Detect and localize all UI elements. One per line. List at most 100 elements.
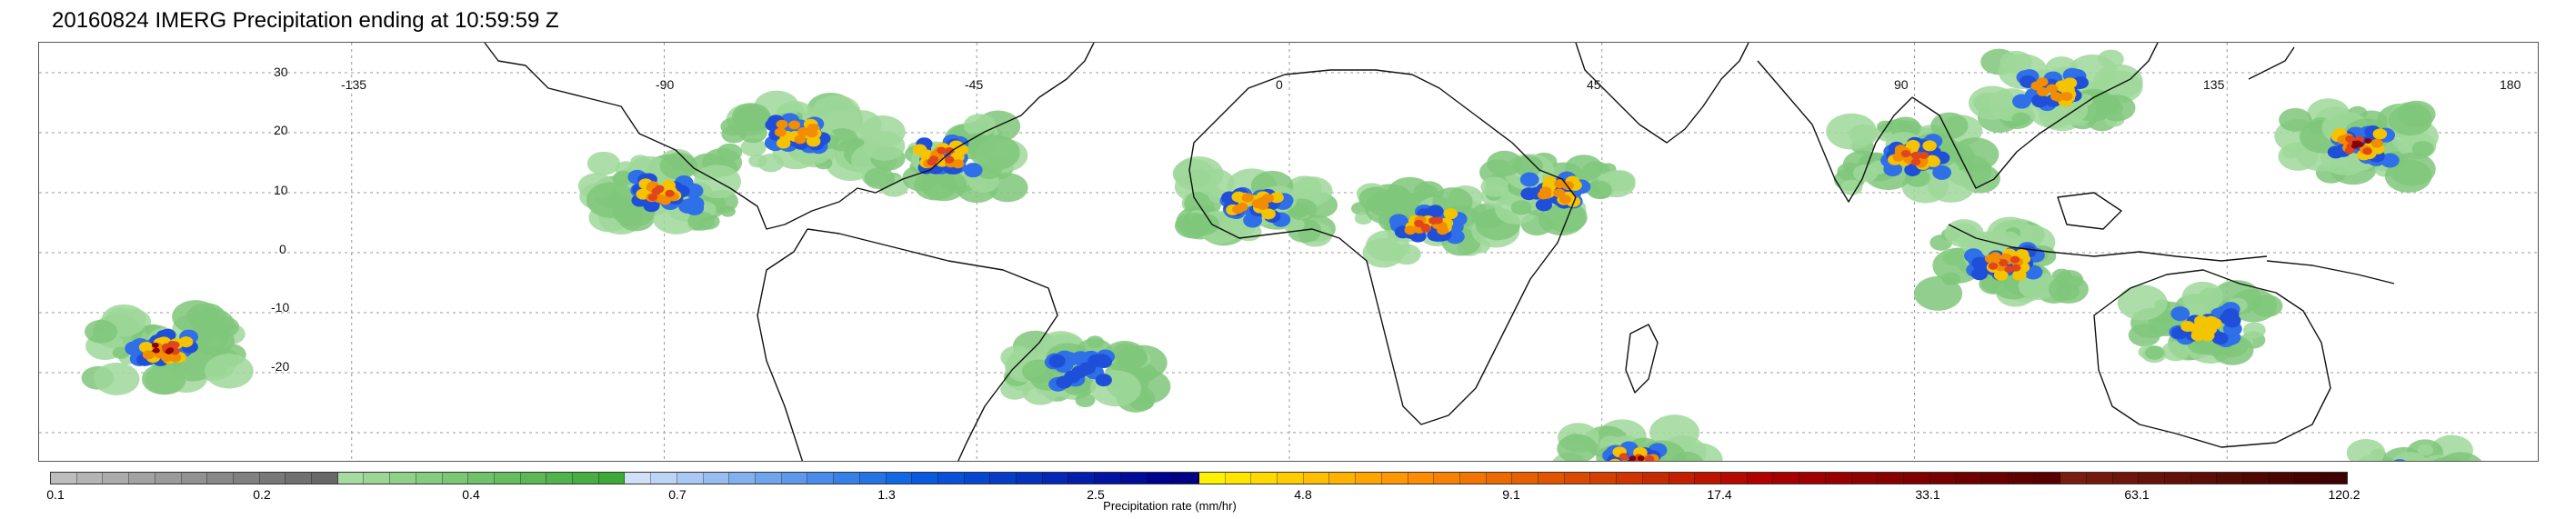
lon-label-90w: -90	[656, 77, 675, 92]
colorbar-swatch	[233, 473, 260, 484]
colorbar-tick: 63.1	[2124, 487, 2150, 502]
colorbar-swatch	[155, 473, 182, 484]
colorbar-tick: 0.2	[253, 487, 271, 502]
colorbar-swatch	[1590, 473, 1618, 484]
colorbar-swatch	[259, 473, 286, 484]
colorbar-swatch	[859, 473, 887, 484]
colorbar-swatch	[2321, 473, 2347, 484]
precip-china-coast	[1969, 48, 2143, 134]
colorbar-swatch	[51, 473, 77, 484]
japan-coast	[2248, 46, 2295, 80]
colorbar-swatch	[1278, 473, 1304, 484]
colorbar-swatch	[1564, 473, 1591, 484]
precip-tasman-front	[2346, 434, 2482, 461]
colorbar-tick: 33.1	[1915, 487, 1940, 502]
colorbar-swatch	[990, 473, 1017, 484]
lat-label-20s: -20	[271, 359, 290, 374]
precip-madagascar-front	[1552, 414, 1723, 461]
lon-label-45w: -45	[965, 77, 984, 92]
colorbar-swatch	[886, 473, 913, 484]
colorbar-swatch	[1434, 473, 1460, 484]
colorbar-swatch	[1408, 473, 1435, 484]
colorbar-swatch	[1147, 473, 1174, 484]
colorbar-swatch	[1956, 473, 1983, 484]
colorbar-swatch	[2269, 473, 2296, 484]
colorbar-swatch	[703, 473, 730, 484]
colorbar-swatch	[76, 473, 104, 484]
australia-coast	[2093, 269, 2331, 448]
precipitation-colorbar	[50, 472, 2348, 484]
colorbar-swatch	[442, 473, 469, 484]
colorbar-swatch	[651, 473, 677, 484]
precip-australia-north	[2117, 280, 2283, 365]
colorbar-swatch	[937, 473, 965, 484]
colorbar-swatch	[416, 473, 443, 484]
precip-central-africa	[1351, 176, 1520, 268]
colorbar-swatch	[390, 473, 416, 484]
colorbar-swatch	[2112, 473, 2140, 484]
colorbar-swatch	[781, 473, 808, 484]
colorbar-swatch	[1095, 473, 1121, 484]
colorbar-swatch	[468, 473, 495, 484]
colorbar-swatch	[1486, 473, 1513, 484]
colorbar-swatch	[337, 473, 365, 484]
colorbar-swatch	[1799, 473, 1826, 484]
lon-label-45e: 45	[1587, 77, 1601, 92]
colorbar-swatch	[755, 473, 782, 484]
colorbar-swatch	[520, 473, 547, 484]
colorbar-tick: 0.4	[462, 487, 480, 502]
africa-coast	[1188, 69, 1577, 425]
precip-west-pacific-typhoon	[2274, 98, 2439, 194]
lat-label-20n: 20	[274, 123, 288, 137]
colorbar-swatch	[312, 473, 338, 484]
colorbar-swatch	[807, 473, 835, 484]
north-america-coast	[484, 43, 1095, 230]
lat-label-0: 0	[279, 242, 286, 256]
colorbar-swatch	[2060, 473, 2087, 484]
colorbar-swatch	[912, 473, 938, 484]
colorbar-swatch	[964, 473, 991, 484]
colorbar-swatch	[1120, 473, 1148, 484]
colorbar-swatch	[729, 473, 756, 484]
colorbar-swatch	[181, 473, 208, 484]
colorbar-swatch	[834, 473, 860, 484]
colorbar-swatch	[1329, 473, 1357, 484]
colorbar-tick: 0.7	[668, 487, 687, 502]
colorbar-swatch	[1042, 473, 1069, 484]
colorbar-swatch	[103, 473, 130, 484]
colorbar-swatch	[625, 473, 652, 484]
lat-label-30n: 30	[274, 65, 288, 79]
colorbar-swatch	[546, 473, 574, 484]
colorbar-swatch	[2295, 473, 2322, 484]
precip-south-pacific-convergence	[81, 300, 254, 395]
colorbar-swatch	[2139, 473, 2165, 484]
colorbar-tick: 17.4	[1707, 487, 1732, 502]
lon-label-90e: 90	[1894, 77, 1909, 92]
colorbar-swatch	[1642, 473, 1669, 484]
new-guinea-coast	[2266, 260, 2395, 284]
precip-central-america	[577, 148, 743, 235]
colorbar-swatch	[1617, 473, 1643, 484]
map-title: 20160824 IMERG Precipitation ending at 1…	[52, 8, 559, 33]
colorbar-swatch	[1695, 473, 1721, 484]
coastlines	[484, 43, 2395, 461]
lat-label-10s: -10	[271, 300, 290, 314]
precip-maritime-continent	[1913, 216, 2089, 311]
colorbar-label: Precipitation rate (mm/hr)	[0, 499, 2576, 513]
colorbar-swatch	[2034, 473, 2061, 484]
india-coast	[1757, 60, 1913, 203]
colorbar-swatch	[2086, 473, 2113, 484]
lon-label-135w: -135	[341, 77, 367, 92]
graticule	[39, 43, 2538, 461]
colorbar-swatch	[1982, 473, 2009, 484]
colorbar-label-text: Precipitation rate (mm/hr)	[1103, 499, 1237, 513]
colorbar-swatch	[1303, 473, 1330, 484]
lon-label-0: 0	[1276, 77, 1283, 92]
colorbar-swatch	[1068, 473, 1096, 484]
colorbar-swatch	[1825, 473, 1852, 484]
colorbar-swatch	[2217, 473, 2244, 484]
lat-label-10n: 10	[274, 183, 288, 197]
madagascar-coast	[1625, 324, 1659, 394]
colorbar-swatch	[573, 473, 599, 484]
colorbar-swatch	[598, 473, 626, 484]
